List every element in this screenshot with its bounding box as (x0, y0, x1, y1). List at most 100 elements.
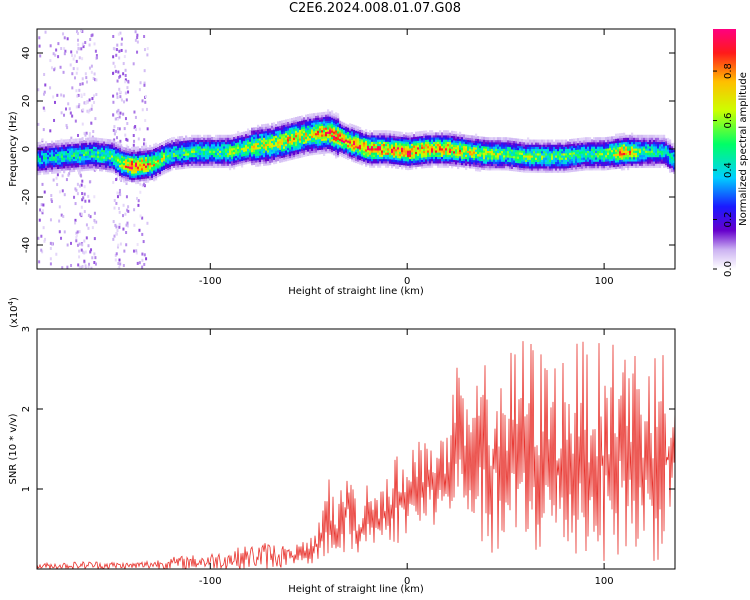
heatmap-cell (165, 146, 168, 150)
heatmap-cell (529, 165, 532, 169)
heatmap-cell (317, 127, 320, 131)
heatmap-cell (55, 159, 58, 163)
heatmap-cell (87, 139, 90, 143)
heatmap-cell (81, 161, 84, 165)
heatmap-cell (138, 127, 141, 131)
heatmap-cell (146, 127, 149, 131)
heatmap-cell (141, 178, 144, 182)
heatmap-cell (435, 162, 438, 166)
heatmap-cell (559, 161, 562, 165)
heatmap-cell (241, 151, 244, 155)
heatmap-cell (297, 151, 300, 155)
heatmap-cell (359, 131, 362, 135)
heatmap-cell (529, 154, 532, 158)
heatmap-cell (329, 143, 332, 147)
heatmap-cell (69, 139, 72, 143)
heatmap-cell (118, 49, 121, 53)
heatmap-cell (205, 143, 208, 147)
heatmap-cell (71, 162, 74, 166)
heatmap-cell (205, 152, 208, 156)
heatmap-cell (113, 164, 116, 168)
heatmap-cell (125, 169, 128, 173)
heatmap-cell (589, 141, 592, 145)
heatmap-cell (445, 134, 448, 138)
heatmap-cell (93, 42, 96, 46)
heatmap-cell (399, 146, 402, 150)
heatmap-cell (257, 144, 260, 148)
heatmap-cell (563, 141, 566, 145)
heatmap-cell (88, 199, 91, 203)
heatmap-cell (118, 210, 121, 214)
heatmap-cell (367, 153, 370, 157)
heatmap-cell (561, 146, 564, 150)
heatmap-cell (557, 156, 560, 160)
heatmap-cell (309, 135, 312, 139)
heatmap-cell (551, 165, 554, 169)
heatmap-cell (571, 140, 574, 144)
heatmap-cell (341, 121, 344, 125)
heatmap-cell (455, 148, 458, 152)
heatmap-cell (133, 172, 136, 176)
heatmap-cell (409, 156, 412, 160)
heatmap-cell (122, 72, 125, 76)
heatmap-cell (49, 160, 52, 164)
heatmap-cell (81, 153, 84, 157)
heatmap-cell (47, 158, 50, 162)
heatmap-cell (157, 152, 160, 156)
heatmap-cell (227, 145, 230, 149)
heatmap-cell (311, 113, 314, 117)
heatmap-cell (529, 146, 532, 150)
heatmap-cell (507, 143, 510, 147)
heatmap-cell (397, 159, 400, 163)
heatmap-cell (539, 148, 542, 152)
heatmap-cell (87, 159, 90, 163)
heatmap-cell (547, 163, 550, 167)
heatmap-cell (523, 169, 526, 173)
heatmap-cell (289, 144, 292, 148)
heatmap-cell (537, 139, 540, 143)
heatmap-cell (349, 144, 352, 148)
heatmap-cell (133, 110, 136, 114)
heatmap-cell (547, 139, 550, 143)
heatmap-cell (287, 157, 290, 161)
heatmap-cell (445, 158, 448, 162)
heatmap-cell (511, 142, 514, 146)
heatmap-cell (167, 165, 170, 169)
heatmap-cell (371, 149, 374, 153)
heatmap-cell (91, 167, 94, 171)
heatmap-cell (561, 161, 564, 165)
heatmap-cell (66, 37, 69, 41)
heatmap-cell (365, 129, 368, 133)
heatmap-cell (95, 137, 98, 141)
heatmap-cell (201, 152, 204, 156)
heatmap-cell (111, 156, 114, 160)
heatmap-cell (413, 155, 416, 159)
heatmap-cell (449, 132, 452, 136)
heatmap-cell (245, 135, 248, 139)
heatmap-cell (181, 166, 184, 170)
heatmap-cell (255, 135, 258, 139)
heatmap-cell (49, 86, 52, 90)
heatmap-cell (501, 163, 504, 167)
heatmap-cell (281, 135, 284, 139)
heatmap-cell (63, 141, 66, 145)
heatmap-cell (227, 147, 230, 151)
heatmap-cell (509, 144, 512, 148)
heatmap-cell (127, 176, 130, 180)
heatmap-cell (423, 150, 426, 154)
heatmap-cell (231, 164, 234, 168)
heatmap-cell (141, 252, 144, 256)
heatmap-cell (103, 138, 106, 142)
heatmap-cell (143, 35, 146, 39)
heatmap-cell (111, 141, 114, 145)
heatmap-cell (119, 193, 122, 197)
heatmap-cell (539, 139, 542, 143)
heatmap-cell (149, 151, 152, 155)
heatmap-cell (529, 143, 532, 147)
heatmap-cell (87, 194, 90, 198)
heatmap-cell (297, 129, 300, 133)
heatmap-cell (451, 152, 454, 156)
heatmap-cell (279, 127, 282, 131)
heatmap-cell (60, 236, 63, 240)
heatmap-cell (211, 158, 214, 162)
